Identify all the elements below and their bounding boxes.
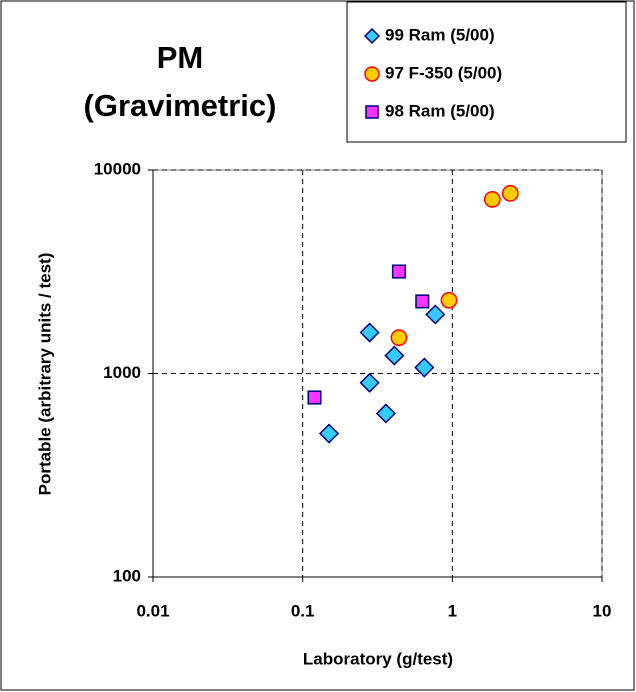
- diamond-point: [359, 372, 380, 393]
- x-tick-label: 0.01: [136, 601, 169, 620]
- legend-label: 97 F-350 (5/00): [385, 63, 502, 82]
- chart-title: PM: [157, 40, 204, 75]
- diamond-point: [384, 345, 405, 366]
- diamond-point: [318, 423, 340, 444]
- x-tick-label: 10: [593, 601, 612, 620]
- legend-marker: [365, 105, 379, 119]
- x-tick-label: 0.1: [291, 601, 315, 620]
- y-tick-label: 1000: [103, 363, 141, 382]
- circle-point: [390, 329, 408, 347]
- chart-subtitle: (Gravimetric): [84, 88, 277, 123]
- y-tick-label: 100: [113, 566, 141, 585]
- circle-point: [440, 291, 458, 309]
- x-tick-label: 1: [448, 601, 457, 620]
- legend-marker: [363, 27, 381, 45]
- y-axis-title: Portable (arbitrary units / test): [35, 253, 54, 496]
- circle-point: [501, 184, 519, 202]
- diamond-point: [414, 357, 435, 378]
- legend-label: 98 Ram (5/00): [385, 101, 495, 120]
- legend-box: [346, 1, 627, 143]
- square-point: [307, 390, 322, 405]
- y-tick-label: 10000: [94, 159, 141, 178]
- diamond-point: [375, 403, 396, 424]
- legend-label: 99 Ram (5/00): [385, 25, 495, 44]
- x-axis-title: Laboratory (g/test): [303, 649, 453, 668]
- square-point: [391, 264, 407, 279]
- square-point: [415, 294, 430, 309]
- circle-point: [483, 191, 501, 208]
- diamond-point: [359, 322, 380, 343]
- diamond-point: [425, 304, 446, 325]
- legend-marker: [364, 66, 380, 82]
